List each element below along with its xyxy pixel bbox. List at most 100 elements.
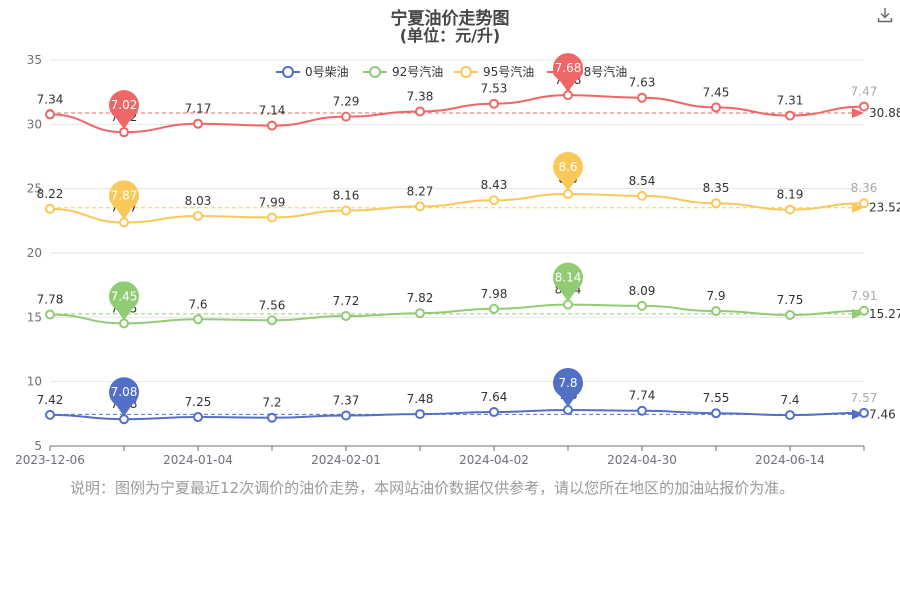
data-point (267, 412, 277, 423)
data-label: 7.47 (851, 85, 878, 99)
data-label: 7.64 (481, 390, 508, 404)
max-pin-bubble (553, 151, 583, 182)
max-pin-label: 7.68 (555, 61, 582, 75)
data-label: 7.4 (780, 393, 799, 407)
data-point (489, 195, 499, 206)
data-point (637, 300, 647, 311)
x-tick-label: 2024-01-04 (163, 453, 233, 467)
data-point (489, 407, 499, 418)
data-label: 8.54 (629, 174, 656, 188)
data-point (785, 310, 795, 321)
data-label: 7.6 (188, 297, 207, 311)
data-label: 7.2 (262, 396, 281, 410)
data-label: 7.48 (407, 392, 434, 406)
data-label: 8.19 (777, 188, 804, 202)
data-point (341, 111, 351, 122)
min-pin-bubble (109, 90, 139, 121)
data-point (859, 101, 869, 112)
y-tick-label: 5 (34, 439, 42, 453)
min-pin-bubble (109, 377, 139, 408)
data-label: 7.82 (407, 291, 434, 305)
y-tick-label: 10 (27, 375, 42, 389)
average-arrow (852, 202, 864, 213)
data-label: 7.34 (37, 92, 64, 106)
data-label: 7.72 (333, 294, 360, 308)
data-point (489, 303, 499, 314)
series-line (49, 303, 865, 325)
legend-swatch-marker (369, 66, 381, 78)
y-tick-label: 35 (27, 53, 42, 67)
series-line (49, 94, 865, 134)
min-pin-bubble (109, 180, 139, 211)
data-point (785, 204, 795, 215)
average-arrow (852, 108, 864, 119)
data-point (193, 210, 203, 221)
max-pin-bubble (553, 367, 583, 398)
data-point (785, 410, 795, 421)
data-point (45, 309, 55, 320)
data-label: 7.57 (851, 391, 878, 405)
data-point (563, 90, 573, 101)
data-point (45, 203, 55, 214)
data-label: 7.29 (333, 95, 360, 109)
data-point (489, 98, 499, 109)
data-point (267, 315, 277, 326)
chart-note: 说明：图例为宁夏最近12次调价的油价走势，本网站油价数据仅供参考，请以您所在地区… (70, 479, 795, 497)
download-icon[interactable] (876, 6, 894, 24)
data-point (637, 190, 647, 201)
min-pin-bubble (109, 281, 139, 312)
data-point (193, 314, 203, 325)
min-pin-label: 7.87 (111, 189, 138, 203)
x-tick-label: 2024-06-14 (755, 453, 825, 467)
series-line (49, 408, 865, 421)
min-pin-label: 7.08 (111, 385, 138, 399)
data-point (859, 198, 869, 209)
y-tick-label: 20 (27, 246, 42, 260)
data-label: 7.37 (333, 394, 360, 408)
data-label: 7.38 (407, 89, 434, 103)
data-point (785, 110, 795, 121)
data-point (119, 414, 129, 425)
data-point (563, 299, 573, 310)
data-label: 7.17 (185, 102, 212, 116)
data-label: 8.03 (185, 194, 212, 208)
data-point (45, 109, 55, 120)
data-point (859, 305, 869, 316)
y-tick-label: 25 (27, 182, 42, 196)
data-label: 7.9 (706, 289, 725, 303)
data-point (267, 120, 277, 131)
data-label: 7.98 (481, 287, 508, 301)
data-point (193, 118, 203, 129)
data-label: 7.74 (629, 389, 656, 403)
data-point (341, 410, 351, 421)
data-point (193, 412, 203, 423)
data-label: 7.42 (37, 393, 64, 407)
chart-subtitle: (单位：元/升) (399, 26, 501, 45)
data-point (415, 308, 425, 319)
data-point (45, 409, 55, 420)
data-label: 8.16 (333, 189, 360, 203)
data-point (637, 92, 647, 103)
data-label: 7.56 (259, 298, 286, 312)
data-label: 7.55 (703, 391, 730, 405)
data-point (711, 102, 721, 113)
average-label: 7.46 (869, 407, 896, 421)
max-pin-label: 8.6 (558, 160, 577, 174)
legend-label: 92号汽油 (392, 64, 443, 79)
data-label: 7.45 (703, 85, 730, 99)
legend-swatch-marker (460, 66, 472, 78)
data-label: 7.91 (851, 289, 878, 303)
data-point (563, 404, 573, 415)
data-label: 7.63 (629, 76, 656, 90)
x-tick-label: 2023-12-06 (15, 453, 85, 467)
data-label: 7.25 (185, 395, 212, 409)
max-pin-label: 7.8 (558, 376, 577, 390)
data-label: 7.75 (777, 293, 804, 307)
data-point (563, 188, 573, 199)
legend-label: 0号柴油 (305, 65, 349, 79)
x-tick-label: 2024-02-01 (311, 453, 381, 467)
data-point (119, 127, 129, 138)
min-pin-label: 7.45 (111, 289, 138, 303)
max-pin-label: 8.14 (555, 271, 582, 285)
